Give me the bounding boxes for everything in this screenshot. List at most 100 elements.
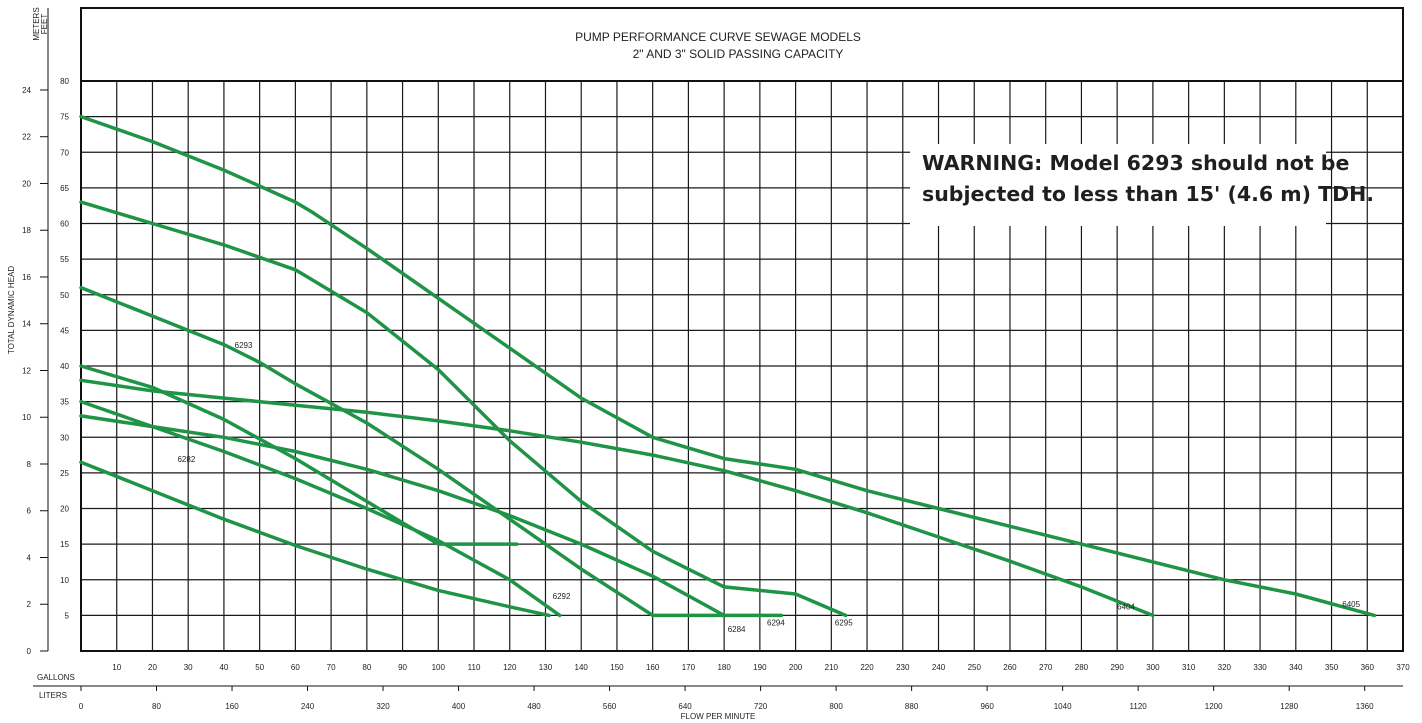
- y-meters-tick-label: 22: [22, 133, 31, 142]
- x-liters-label: LITERS: [39, 691, 67, 700]
- x-gallons-tick-label: 100: [432, 663, 446, 672]
- series-label-6294: 6294: [767, 618, 785, 627]
- y-feet-tick-label: 40: [60, 362, 69, 371]
- x-gallons-tick-label: 90: [398, 663, 407, 672]
- plot-border: [80, 7, 1404, 652]
- series-line-6293: [79, 364, 519, 546]
- x-gallons-tick-label: 10: [112, 663, 121, 672]
- x-liters-tick-label: 0: [79, 702, 84, 711]
- x-liters-tick-label: 1280: [1280, 702, 1298, 711]
- x-gallons-tick-label: 320: [1218, 663, 1232, 672]
- x-liters-tick-label: 320: [376, 702, 390, 711]
- x-gallons-tick-label: 310: [1182, 663, 1196, 672]
- x-liters-tick-label: 1040: [1054, 702, 1072, 711]
- x-gallons-tick-label: 210: [825, 663, 839, 672]
- y-meters-tick-label: 10: [22, 413, 31, 422]
- x-gallons-label: GALLONS: [37, 673, 75, 682]
- x-liters-tick-label: 640: [678, 702, 692, 711]
- series-line-6405: [79, 114, 1377, 618]
- warning-note: WARNING: Model 6293 should not be subjec…: [910, 144, 1374, 226]
- y-feet-tick-label: 45: [60, 326, 69, 335]
- series-label-6295: 6295: [835, 618, 853, 627]
- x-gallons-tick-label: 180: [717, 663, 731, 672]
- x-liters-tick-label: 160: [225, 702, 239, 711]
- x-gallons-tick-label: 20: [148, 663, 157, 672]
- chart-title-line1: PUMP PERFORMANCE CURVE SEWAGE MODELS: [575, 30, 861, 44]
- x-gallons-tick-label: 270: [1039, 663, 1053, 672]
- warning-line1: WARNING: Model 6293 should not be: [922, 151, 1350, 175]
- x-gallons-tick-label: 370: [1396, 663, 1410, 672]
- y-feet-tick-label: 80: [60, 77, 69, 86]
- y-meters-tick-label: 14: [22, 320, 31, 329]
- series-line-6294: [79, 285, 784, 618]
- x-gallons-tick-label: 160: [646, 663, 660, 672]
- y-meters-label: METERS: [32, 7, 41, 40]
- series-label-6282: 6282: [177, 455, 195, 464]
- y-meters-tick-label: 8: [27, 460, 32, 469]
- x-gallons-tick-label: 230: [896, 663, 910, 672]
- x-liters-tick-label: 240: [301, 702, 315, 711]
- y-feet-tick-label: 5: [65, 611, 70, 620]
- x-gallons-tick-label: 140: [575, 663, 589, 672]
- series-lines: [79, 114, 1377, 618]
- series-line-6282: [79, 460, 551, 618]
- y-meters-tick-label: 18: [22, 226, 31, 235]
- x-gallons-tick-label: 130: [539, 663, 553, 672]
- x-gallons-tick-label: 30: [184, 663, 193, 672]
- x-liters-tick-label: 480: [527, 702, 541, 711]
- x-gallons-tick-label: 360: [1361, 663, 1375, 672]
- x-liters-tick-label: 960: [980, 702, 994, 711]
- x-gallons-tick-label: 50: [255, 663, 264, 672]
- y-meters-tick-label: 20: [22, 179, 31, 188]
- x-gallons-tick-label: 220: [860, 663, 874, 672]
- axis-ticks: 5101520253035404550556065707580024681012…: [22, 77, 1410, 711]
- y-meters-tick-label: 6: [27, 507, 32, 516]
- x-liters-tick-label: 880: [905, 702, 919, 711]
- y-meters-tick-label: 16: [22, 273, 31, 282]
- y-feet-tick-label: 10: [60, 576, 69, 585]
- y-feet-tick-label: 65: [60, 184, 69, 193]
- chart-title-line2: 2" AND 3" SOLID PASSING CAPACITY: [633, 47, 844, 61]
- y-feet-tick-label: 60: [60, 220, 69, 229]
- x-liters-tick-label: 1120: [1130, 702, 1148, 711]
- series-label-6293: 6293: [235, 341, 253, 350]
- y-feet-tick-label: 30: [60, 433, 69, 442]
- series-line-6284: [79, 414, 726, 618]
- y-feet-tick-label: 15: [60, 540, 69, 549]
- y-feet-tick-label: 20: [60, 505, 69, 514]
- series-label-6405: 6405: [1342, 600, 1360, 609]
- x-gallons-tick-label: 40: [219, 663, 228, 672]
- y-feet-tick-label: 35: [60, 398, 69, 407]
- series-label-6404: 6404: [1117, 603, 1135, 612]
- x-liters-tick-label: 560: [603, 702, 617, 711]
- chart-frame: [33, 7, 1404, 687]
- x-gallons-tick-label: 80: [362, 663, 371, 672]
- y-meters-tick-label: 4: [27, 553, 32, 562]
- y-meters-tick-label: 24: [22, 86, 31, 95]
- x-gallons-tick-label: 170: [682, 663, 696, 672]
- x-liters-tick-label: 720: [754, 702, 768, 711]
- x-gallons-tick-label: 290: [1110, 663, 1124, 672]
- x-gallons-tick-label: 110: [468, 663, 481, 672]
- x-gallons-tick-label: 70: [327, 663, 336, 672]
- y-feet-tick-label: 25: [60, 469, 69, 478]
- x-gallons-tick-label: 200: [789, 663, 803, 672]
- y-axis-label: TOTAL DYNAMIC HEAD: [7, 266, 16, 355]
- x-gallons-tick-label: 340: [1289, 663, 1303, 672]
- series-label-6284: 6284: [728, 625, 746, 634]
- y-feet-label: FEET: [40, 14, 49, 35]
- series-label-6292: 6292: [553, 592, 571, 601]
- series-line-6292: [79, 399, 562, 618]
- x-gallons-tick-label: 60: [291, 663, 300, 672]
- series-line-6404: [79, 378, 1155, 618]
- x-gallons-tick-label: 190: [753, 663, 767, 672]
- y-feet-tick-label: 70: [60, 148, 69, 157]
- x-liters-tick-label: 1200: [1205, 702, 1223, 711]
- y-feet-tick-label: 50: [60, 291, 69, 300]
- x-gallons-tick-label: 150: [610, 663, 624, 672]
- x-gallons-tick-label: 330: [1253, 663, 1267, 672]
- y-meters-tick-label: 0: [27, 647, 32, 656]
- x-liters-tick-label: 1360: [1356, 702, 1374, 711]
- y-meters-tick-label: 2: [27, 600, 32, 609]
